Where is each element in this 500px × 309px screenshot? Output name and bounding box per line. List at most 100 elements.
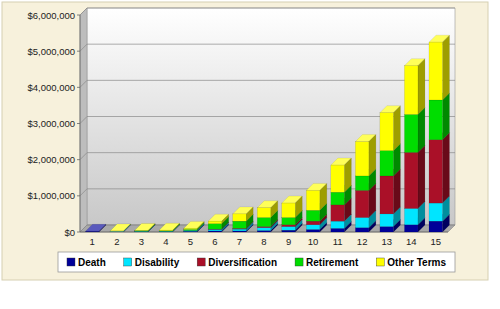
bar-top [110,224,130,231]
bar [257,208,270,218]
tick [77,15,80,16]
bar-side [197,221,204,229]
legend-box [58,252,455,272]
legend-label: Diversification [208,257,277,268]
grid-line [80,8,87,15]
bar [355,142,368,176]
bar-top [159,224,179,231]
bar [135,231,148,232]
category-label: 7 [237,236,242,247]
category-label: 4 [163,236,168,247]
bar-side [222,214,229,224]
bar [429,100,442,140]
bar-top [135,224,155,231]
bar [257,227,270,228]
grid-line [87,80,455,81]
bar [257,218,270,227]
bar-top [135,224,155,231]
bar-side [442,133,449,203]
bar [306,190,319,210]
tick-label: $0 [64,227,75,238]
bar-side [418,145,425,208]
bar-side [271,201,278,218]
bar [233,221,246,228]
bar [86,231,99,232]
tick-label: $6,000,000 [27,10,75,21]
bar [404,152,417,208]
legend-swatch [67,258,75,266]
bar [282,225,295,227]
bar-side [369,135,376,176]
category-label: 11 [333,236,343,247]
bar-side [344,158,351,192]
bar [159,231,172,232]
tick [77,159,80,160]
legend-label: Disability [135,257,180,268]
grid-line [80,189,87,196]
tick [77,123,80,124]
bar [429,42,442,100]
bar [380,214,393,227]
bar [380,227,393,232]
bar-side [393,106,400,151]
bar [355,176,368,190]
bar [159,231,172,232]
bar [306,229,319,232]
legend-label: Death [78,257,106,268]
grid-line [80,44,87,51]
bar [135,231,148,232]
category-label: 14 [406,236,417,247]
bar [208,229,221,230]
bar [404,208,417,224]
bar [380,176,393,214]
bar-side [148,224,155,231]
bar [184,230,197,232]
tick-label: $3,000,000 [27,118,75,129]
y-axis [80,15,81,232]
category-label: 1 [90,236,95,247]
legend-swatch [197,258,205,266]
bar [208,221,221,224]
bar [208,231,221,232]
background [2,2,488,280]
bar [135,230,148,231]
legend-swatch [124,258,132,266]
bar [331,221,344,228]
bar [257,231,270,232]
bar-side [418,59,425,115]
bar-side [442,93,449,140]
category-label: 6 [212,236,217,247]
bar [404,114,417,152]
bar-side [173,223,180,231]
tick [77,195,80,196]
bar [86,231,99,232]
bar-side [246,207,253,221]
bar [159,230,172,231]
tick [77,232,80,233]
bar [331,165,344,192]
bar [184,229,197,230]
side-wall [80,8,87,232]
category-label: 8 [261,236,266,247]
bar [233,214,246,221]
bar [355,218,368,228]
bar [404,225,417,232]
bar [86,231,99,232]
tick-label: $4,000,000 [27,82,75,93]
bar [331,192,344,205]
tick [77,51,80,52]
bar [282,203,295,217]
bar-side [418,107,425,152]
bar [208,224,221,229]
bar [135,231,148,232]
bar [257,228,270,231]
legend-swatch [376,258,384,266]
bar [233,231,246,232]
bar-side [99,224,106,232]
bar [306,221,319,225]
bar [429,203,442,221]
bar [184,228,197,229]
tick-label: $1,000,000 [27,190,75,201]
bar [159,230,172,232]
bar-top [135,224,155,231]
